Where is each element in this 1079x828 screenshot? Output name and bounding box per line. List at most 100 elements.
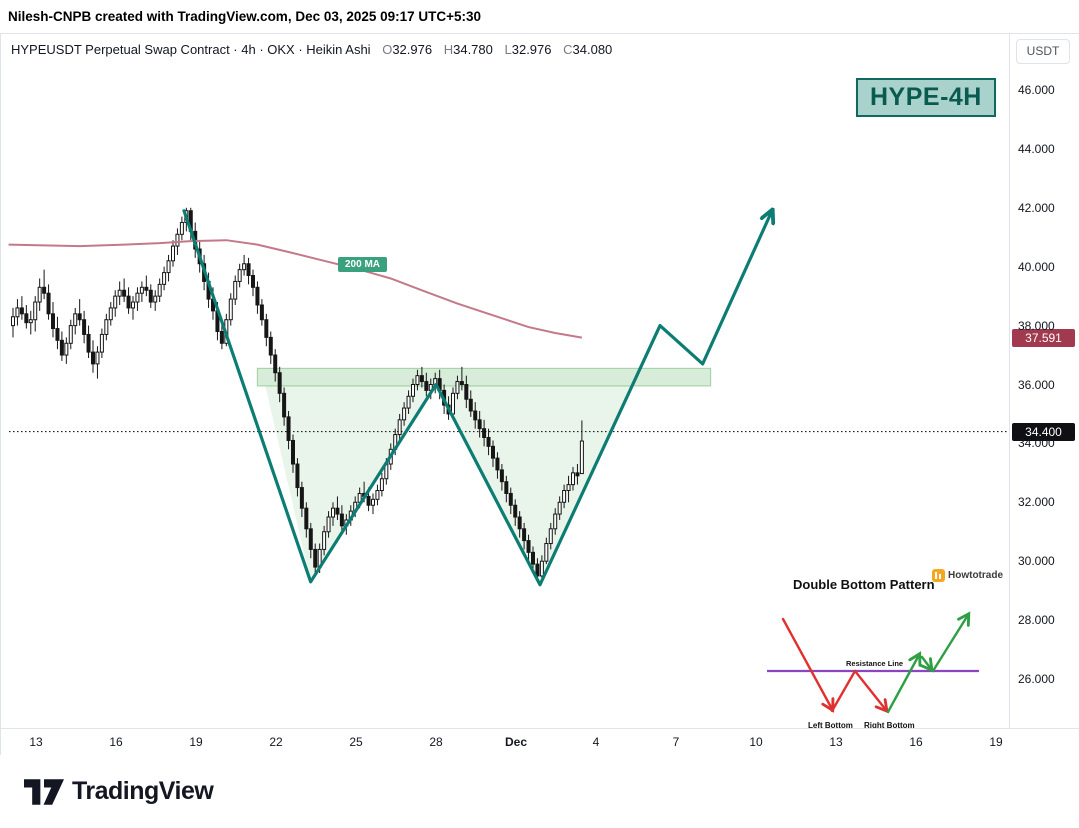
- double-bottom-pattern-inset[interactable]: Double Bottom Pattern Howtotrade: [763, 561, 1009, 728]
- candle-body: [557, 501, 562, 515]
- candle-body: [86, 333, 91, 353]
- candle-body: [250, 275, 255, 288]
- candle-body: [522, 528, 527, 542]
- candle-body: [15, 307, 20, 318]
- resistance-line-label: Resistance Line: [845, 659, 905, 668]
- attribution-text: Nilesh-CNPB created with TradingView.com…: [8, 9, 482, 24]
- candle-body: [366, 495, 371, 506]
- candle-body: [290, 439, 295, 465]
- candle-body: [277, 372, 282, 394]
- time-tick: 22: [269, 735, 283, 749]
- candle-body: [406, 395, 411, 409]
- projection-arrow: [182, 211, 772, 587]
- candle-body: [330, 507, 335, 518]
- advance-arrow-2: [931, 611, 971, 673]
- ma200-line: [8, 239, 583, 339]
- candle-body: [175, 233, 180, 247]
- candle-body: [477, 419, 482, 430]
- candle-body: [295, 463, 300, 489]
- candle-body: [468, 398, 473, 412]
- candle-body: [526, 540, 531, 553]
- high-label: H: [443, 42, 454, 57]
- candle-body: [335, 507, 340, 515]
- candle-body: [517, 516, 522, 530]
- ma200-label-badge[interactable]: 200 MA: [338, 257, 388, 272]
- candle-body: [464, 384, 469, 400]
- time-tick: 16: [109, 735, 123, 749]
- ticker-text-badge[interactable]: HYPE-4H: [856, 78, 996, 117]
- candle-body: [570, 472, 575, 486]
- candle-body: [68, 325, 73, 344]
- candle-body: [419, 375, 424, 383]
- candle-body: [104, 319, 109, 335]
- footer-bar: TradingView: [0, 755, 1079, 828]
- candle-body: [322, 531, 327, 550]
- tradingview-logo-text: TradingView: [72, 777, 214, 805]
- candle-body: [139, 286, 144, 294]
- candle-body: [37, 286, 42, 303]
- candle-body: [370, 498, 375, 506]
- candle-body: [379, 478, 384, 492]
- price-tick: 28.000: [1018, 613, 1055, 628]
- decline-arrow-2: [853, 669, 889, 714]
- time-tick: 28: [429, 735, 443, 749]
- candle-body: [11, 316, 15, 327]
- candle-body: [504, 481, 509, 494]
- candle-body: [122, 289, 127, 297]
- candle-body: [170, 245, 175, 262]
- candle-body: [273, 354, 278, 374]
- candle-body: [548, 528, 553, 545]
- chart-plot-area[interactable]: HYPEUSDT Perpetual Swap Contract · 4h · …: [1, 34, 1009, 728]
- price-chart-svg[interactable]: [1, 34, 1009, 728]
- candle-body: [90, 351, 95, 365]
- candle-body: [562, 490, 567, 503]
- symbol-legend[interactable]: HYPEUSDT Perpetual Swap Contract · 4h · …: [11, 42, 612, 57]
- price-tick: 34.000: [1018, 436, 1055, 451]
- candle-body: [77, 313, 82, 321]
- candle-body: [28, 319, 33, 324]
- candle-body: [499, 469, 504, 483]
- time-tick: 10: [749, 735, 763, 749]
- price-axis[interactable]: USDT 37.591 34.400 46.000 44.000 42.000 40.…: [1009, 34, 1079, 728]
- candle-body: [219, 330, 224, 344]
- candle-body: [99, 333, 104, 353]
- currency-toggle-button[interactable]: USDT: [1016, 39, 1070, 64]
- pattern-fill-area: [265, 384, 634, 584]
- time-tick: 13: [29, 735, 43, 749]
- candle-body: [268, 336, 273, 356]
- candle-body: [566, 484, 571, 492]
- candle-body: [233, 280, 238, 300]
- candle-body: [255, 286, 260, 306]
- candle-body: [495, 457, 500, 471]
- candle-body: [482, 428, 487, 439]
- candle-body: [490, 445, 495, 459]
- candle-body: [402, 407, 407, 421]
- candle-body: [455, 381, 460, 394]
- candle-body: [450, 392, 455, 415]
- time-axis[interactable]: 13 16 19 22 25 28 Dec 4 7 10 13 16 19: [1, 728, 1079, 755]
- close-label: C: [563, 42, 573, 57]
- candle-body: [326, 516, 331, 533]
- candle-body: [375, 490, 380, 500]
- open-label: O: [382, 42, 393, 57]
- candle-body: [304, 507, 309, 530]
- time-tick: 4: [592, 735, 600, 749]
- candle-body: [286, 416, 291, 441]
- candle-body: [73, 313, 78, 327]
- candle-body: [108, 307, 113, 321]
- ma200-path: [8, 239, 583, 339]
- candle-body: [59, 339, 64, 356]
- candle-body: [535, 563, 540, 577]
- candle-body: [508, 492, 513, 506]
- price-tick: 38.000: [1018, 318, 1055, 333]
- tradingview-logo[interactable]: TradingView: [24, 777, 214, 806]
- candle-body: [82, 319, 87, 335]
- price-tick: 46.000: [1018, 83, 1055, 97]
- candle-body: [166, 260, 171, 274]
- price-tick: 40.000: [1018, 259, 1055, 274]
- candle-body: [513, 504, 518, 518]
- candle-body: [157, 283, 162, 297]
- candle-body: [544, 543, 549, 562]
- candle-body: [299, 487, 304, 509]
- candle-body: [282, 392, 287, 418]
